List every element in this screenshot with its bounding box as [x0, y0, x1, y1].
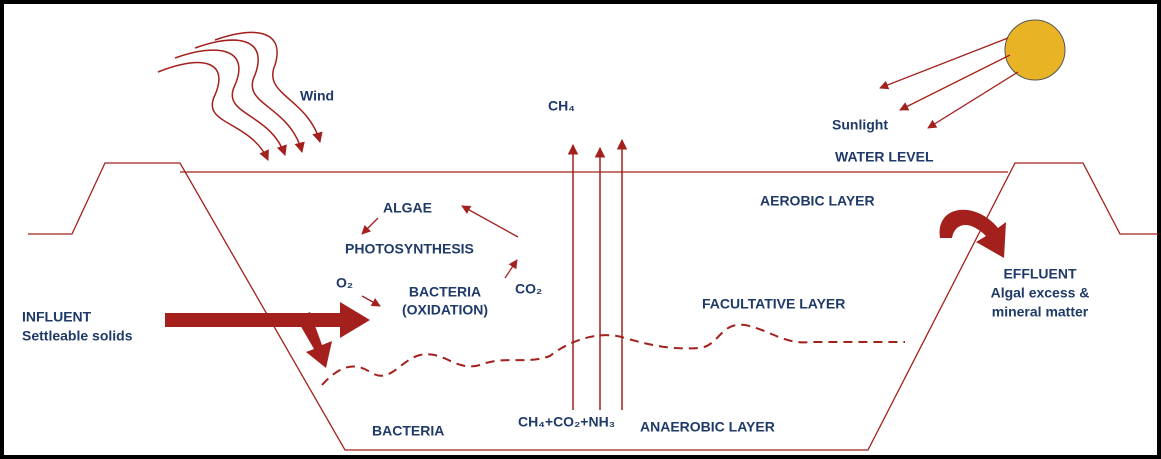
- label: CO₂: [515, 281, 542, 297]
- sun-ray: [899, 54, 1011, 111]
- label: Sunlight: [832, 117, 888, 133]
- influent-arrow: [165, 302, 370, 338]
- label: Settleable solids: [22, 328, 133, 344]
- label: Algal excess &: [991, 285, 1090, 301]
- label: CH₄: [548, 98, 575, 114]
- sun-ray: [879, 37, 1009, 90]
- label: O₂: [336, 275, 353, 291]
- cycle-arrow: [504, 259, 518, 279]
- sun: [1004, 19, 1066, 81]
- label: INFLUENT: [22, 309, 92, 325]
- label: ANAEROBIC LAYER: [640, 419, 775, 435]
- label: Wind: [300, 88, 334, 104]
- label: (OXIDATION): [402, 302, 488, 318]
- label: mineral matter: [992, 304, 1089, 320]
- label: AEROBIC LAYER: [760, 193, 875, 209]
- label: ALGAE: [383, 200, 432, 216]
- settling-arrow: [296, 312, 332, 368]
- label: BACTERIA: [409, 284, 481, 300]
- cycle-arrow: [361, 295, 381, 307]
- pond-outline: [28, 162, 1158, 451]
- cycle-arrow: [461, 205, 519, 238]
- cycle-arrow: [361, 217, 379, 235]
- sun-ray: [927, 71, 1019, 129]
- effluent-arrow: [939, 209, 1006, 258]
- label: WATER LEVEL: [835, 149, 934, 165]
- label: EFFLUENT: [1003, 266, 1077, 282]
- label: BACTERIA: [372, 423, 444, 439]
- label: PHOTOSYNTHESIS: [345, 241, 474, 257]
- label: CH₄+CO₂+NH₃: [518, 414, 615, 430]
- label: FACULTATIVE LAYER: [702, 296, 845, 312]
- facultative-boundary: [321, 323, 905, 386]
- wind-lines: [157, 31, 323, 161]
